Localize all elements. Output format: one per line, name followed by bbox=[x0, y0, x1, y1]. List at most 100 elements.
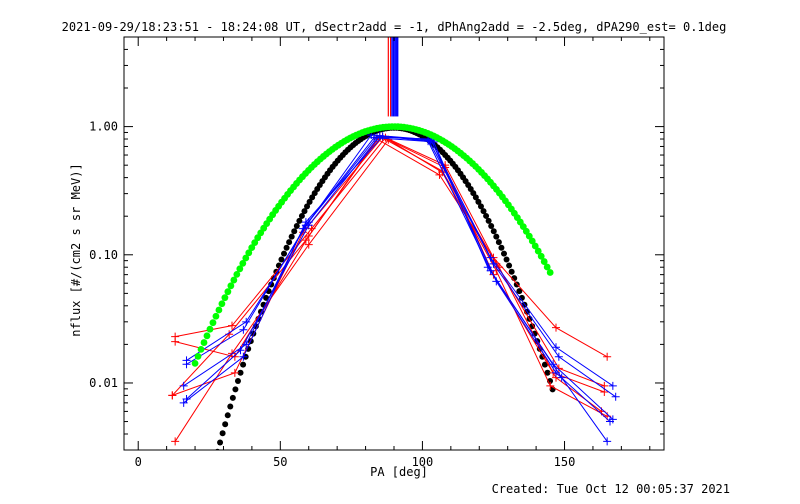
green-fit-dot bbox=[209, 319, 217, 327]
black-fit-dot bbox=[500, 250, 507, 257]
red-point bbox=[168, 391, 177, 400]
black-fit-dot bbox=[498, 244, 505, 251]
black-fit-dot bbox=[229, 394, 236, 401]
y-axis-label: nflux [#/(cm2 s sr MeV)] bbox=[69, 163, 83, 336]
black-fit-dot bbox=[477, 203, 484, 210]
green-fit-dot bbox=[233, 270, 241, 278]
black-fit-dot bbox=[219, 430, 226, 437]
black-fit-dot bbox=[293, 223, 300, 230]
blue-point bbox=[239, 325, 248, 334]
red-point bbox=[304, 240, 313, 249]
blue-point bbox=[236, 346, 245, 355]
green-fit-dot bbox=[194, 352, 202, 360]
green-fit-dot bbox=[218, 300, 226, 308]
y-axis-ticks: 0.01 0.10 1.00 bbox=[89, 36, 664, 451]
green-fit-dot bbox=[534, 247, 542, 255]
blue-series-line bbox=[183, 135, 608, 442]
black-fit-dot bbox=[227, 403, 234, 410]
red-point bbox=[546, 381, 555, 390]
x-axis-label: PA [deg] bbox=[370, 465, 428, 479]
black-fit-dot bbox=[544, 369, 551, 376]
y-tick-label: 1.00 bbox=[89, 120, 118, 134]
blue-series-5 bbox=[179, 132, 612, 446]
x-axis-ticks: 0 50 100 150 bbox=[135, 37, 651, 469]
black-fit-dot bbox=[493, 233, 500, 240]
black-fit-dot bbox=[281, 250, 288, 257]
red-point bbox=[171, 437, 180, 446]
green-fit-dot bbox=[546, 269, 554, 276]
red-point bbox=[603, 352, 612, 361]
black-fit-dot bbox=[518, 294, 525, 301]
red-series-line bbox=[172, 136, 602, 412]
red-point bbox=[228, 321, 236, 330]
black-fit-dot bbox=[472, 194, 479, 201]
blue-point bbox=[370, 133, 379, 142]
red-series-line bbox=[174, 139, 608, 442]
green-fit-dot bbox=[251, 239, 259, 247]
green-fit-dot bbox=[197, 345, 205, 353]
black-fit-dot bbox=[506, 262, 513, 269]
plot-data-group bbox=[168, 37, 620, 464]
green-fit-dot bbox=[224, 288, 232, 296]
black-fit-dot bbox=[286, 239, 293, 246]
blue-point bbox=[554, 352, 563, 361]
green-fit-dot bbox=[245, 249, 253, 257]
green-fit-dot bbox=[242, 254, 250, 262]
green-fit-dot bbox=[543, 263, 551, 271]
black-fit-dot bbox=[288, 233, 295, 240]
green-fit-dot bbox=[531, 242, 539, 250]
black-fit-dot bbox=[291, 228, 298, 235]
blue-point bbox=[424, 137, 433, 146]
green-fit-dot bbox=[248, 244, 256, 252]
green-fit-dot bbox=[525, 232, 533, 240]
blue-series-line bbox=[186, 136, 616, 398]
black-fit-dot bbox=[298, 212, 305, 219]
blue-point bbox=[486, 266, 495, 275]
black-fit-dot bbox=[237, 369, 244, 376]
red-point bbox=[554, 364, 563, 373]
black-fit-dot bbox=[212, 458, 218, 464]
black-fit-dot bbox=[234, 378, 241, 385]
black-fit-dot bbox=[490, 228, 497, 235]
black-fit-dot bbox=[495, 239, 502, 246]
green-fit-dot bbox=[203, 332, 211, 340]
blue-series-line bbox=[186, 135, 611, 422]
x-tick-label: 50 bbox=[273, 455, 287, 469]
red-point bbox=[171, 337, 180, 346]
blue-point bbox=[301, 218, 310, 227]
green-fit-dot bbox=[212, 312, 220, 320]
green-fit-dot bbox=[227, 282, 235, 290]
black-fit-dot bbox=[541, 361, 548, 368]
y-tick-label: 0.10 bbox=[89, 248, 118, 262]
blue-series-4 bbox=[182, 131, 614, 426]
green-fit-dot bbox=[206, 325, 214, 333]
red-series-line bbox=[175, 137, 608, 358]
blue-point bbox=[606, 417, 614, 426]
black-fit-dot bbox=[508, 268, 515, 275]
black-fit-dot bbox=[283, 244, 290, 251]
green-fit-dot bbox=[537, 252, 545, 260]
blue-point bbox=[611, 392, 620, 401]
black-fit-dot bbox=[483, 212, 490, 219]
green-fit-dot bbox=[239, 259, 247, 267]
blue-point bbox=[179, 381, 188, 390]
green-fit-dot bbox=[200, 339, 208, 346]
black-fit-dot bbox=[296, 217, 303, 224]
green-fit-dot bbox=[221, 294, 229, 302]
blue-point bbox=[552, 343, 560, 352]
x-tick-label: 100 bbox=[412, 455, 434, 469]
red-series-3 bbox=[168, 135, 609, 400]
red-series-5 bbox=[171, 135, 612, 446]
black-fit-dot bbox=[217, 439, 224, 446]
green-fit-curve bbox=[191, 123, 554, 367]
blue-point bbox=[557, 373, 566, 382]
black-fit-dot bbox=[232, 386, 239, 393]
black-fit-dot bbox=[224, 412, 231, 419]
blue-point bbox=[603, 437, 612, 446]
blue-series-line bbox=[183, 137, 614, 420]
blue-point bbox=[239, 352, 248, 361]
black-fit-dot bbox=[304, 203, 311, 210]
pa90-spike-lines bbox=[387, 37, 399, 117]
